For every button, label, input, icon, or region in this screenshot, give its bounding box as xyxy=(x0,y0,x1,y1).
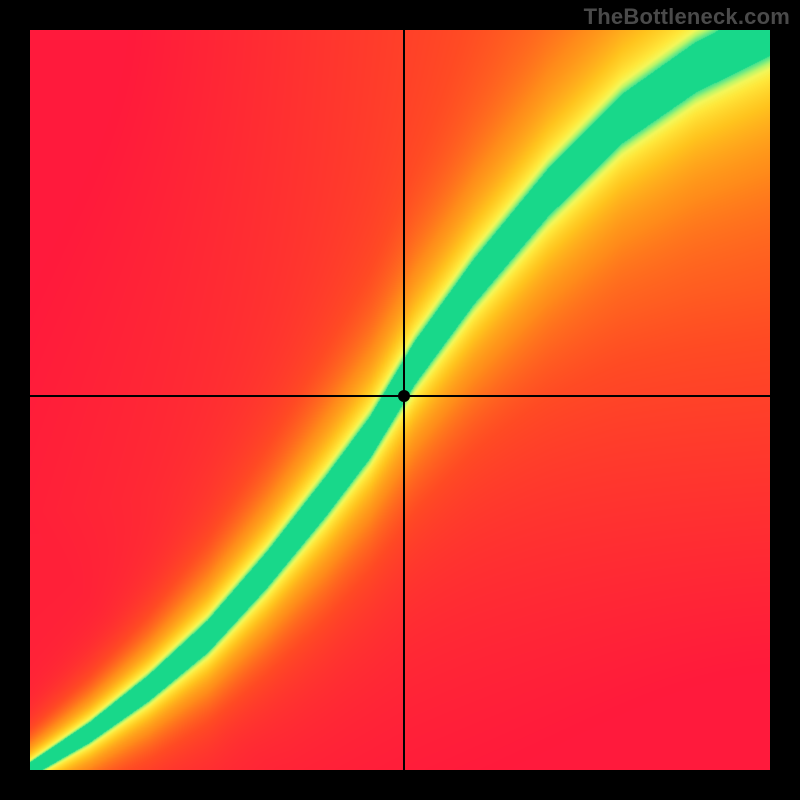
marker-dot xyxy=(398,390,410,402)
watermark-text: TheBottleneck.com xyxy=(584,4,790,30)
heatmap-plot-area xyxy=(30,30,770,770)
chart-container: TheBottleneck.com xyxy=(0,0,800,800)
